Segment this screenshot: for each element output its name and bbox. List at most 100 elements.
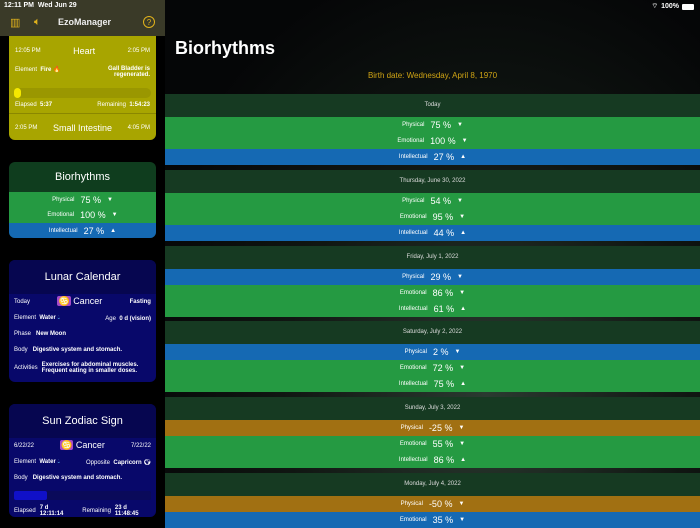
- sidebar-header: ▥ 🔈︎ EzoManager ?: [0, 0, 165, 36]
- trend-arrow-icon: ▲: [460, 457, 467, 464]
- zodiac-end: 7/22/22: [130, 442, 151, 449]
- sidebar-toggle-icon[interactable]: ▥: [10, 17, 21, 29]
- trend-arrow-icon: ▼: [458, 425, 465, 432]
- rhythm-value: 2 %: [432, 347, 449, 358]
- lunar-calendar-card[interactable]: Lunar Calendar Today ♋ Cancer Fasting Elem…: [9, 260, 156, 382]
- organ-start: 12:05 PM: [15, 48, 41, 54]
- rhythm-value: 61 %: [433, 303, 455, 314]
- rhythm-label: Physical: [402, 273, 425, 280]
- trend-arrow-icon: ▼: [111, 212, 118, 219]
- lunar-sign: Cancer: [73, 296, 103, 306]
- biorhythm-row-physical: Physical 2 % ▼: [165, 344, 700, 361]
- trend-arrow-icon: ▲: [460, 154, 467, 160]
- organ-note: Gall Bladder is regenerated.: [107, 66, 150, 78]
- day-block: Thursday, June 30, 2022 Physical 54 % ▼ Emot…: [165, 169, 700, 241]
- biorhythm-row-intellectual: Intellectual 86 % ▲: [165, 452, 700, 469]
- trend-arrow-icon: ▲: [460, 381, 467, 388]
- day-header: Monday, July 4, 2022: [165, 473, 700, 496]
- biorhythm-row-emotional: Emotional 100 % ▼: [9, 207, 156, 223]
- biorhythm-row-intellectual: Intellectual 44 % ▲: [165, 224, 700, 241]
- rhythm-label: Emotional: [399, 213, 427, 220]
- rhythm-label: Physical: [400, 501, 423, 507]
- element-label: Element: [14, 315, 37, 321]
- rhythm-label: Intellectual: [48, 227, 78, 234]
- biorhythms-card-title: Biorhythms: [54, 171, 111, 183]
- rhythm-label: Physical: [400, 425, 423, 432]
- rhythm-value: -50 %: [428, 499, 453, 509]
- trend-arrow-icon: ▲: [460, 305, 467, 312]
- day-block: Today Physical 75 % ▼ Emotional 100 % ▼ Intelle…: [165, 94, 700, 165]
- rhythm-value: 29 %: [430, 271, 451, 282]
- fasting-label: Fasting: [129, 298, 151, 305]
- day-block: Sunday, July 3, 2022 Physical -25 % ▼ Emotio…: [165, 397, 700, 469]
- trend-arrow-icon: ▼: [106, 196, 113, 203]
- sun-zodiac-card[interactable]: Sun Zodiac Sign 6/22/22 ♋ Cancer 7/22/22 E…: [9, 404, 156, 517]
- biorhythm-row-physical: Physical 54 % ▼: [165, 192, 700, 209]
- body-value: Digestive system and stomach.: [32, 347, 123, 353]
- rhythm-label: Physical: [404, 349, 427, 356]
- app-title: EzoManager: [58, 17, 112, 27]
- day-header: Saturday, July 2, 2022: [165, 321, 700, 345]
- rhythm-label: Physical: [402, 122, 425, 128]
- trend-arrow-icon: ▼: [456, 273, 463, 280]
- rhythm-label: Emotional: [399, 289, 427, 296]
- activities-value: Exercises for abdominal muscles. Frequen…: [41, 362, 139, 374]
- trend-arrow-icon: ▼: [459, 365, 466, 372]
- age-label: Age: [105, 315, 116, 322]
- sidebar: ▥ 🔈︎ EzoManager ? 12:05 PM Heart 2:05 PM E…: [0, 0, 165, 525]
- organ-name: Heart: [73, 46, 96, 56]
- activities-label: Activities: [14, 365, 38, 371]
- battery-icon: [682, 3, 694, 10]
- lunar-card-title: Lunar Calendar: [9, 260, 156, 294]
- trend-arrow-icon: ▼: [454, 349, 461, 356]
- element-value: Water: [39, 315, 56, 321]
- status-time: 12:11 PM Wed Jun 29: [4, 2, 77, 9]
- rhythm-value: -25 %: [428, 423, 453, 434]
- rhythm-value: 75 %: [433, 379, 455, 390]
- next-organ-end: 4:05 PM: [127, 125, 150, 131]
- globe-icon: 🌍︎: [143, 460, 151, 466]
- biorhythm-row-physical: Physical -25 % ▼: [165, 420, 700, 437]
- rhythm-label: Emotional: [399, 441, 427, 448]
- day-block: Friday, July 1, 2022 Physical 29 % ▼ Emotion…: [165, 245, 700, 317]
- help-icon[interactable]: ?: [143, 16, 155, 28]
- biorhythms-card[interactable]: Biorhythms Physical 75 % ▼ Emotional 100 % ▼ I…: [9, 162, 156, 238]
- battery-percent: 100%: [661, 3, 679, 10]
- rhythm-label: Intellectual: [398, 305, 428, 312]
- body-label: Body: [14, 475, 28, 481]
- wifi-icon: ⌔: [651, 3, 659, 10]
- opposite-label: Opposite: [86, 460, 111, 466]
- element-value: Water: [39, 459, 56, 465]
- organ-end: 2:05 PM: [127, 48, 150, 54]
- rhythm-value: 86 %: [433, 455, 455, 466]
- rhythm-label: Physical: [52, 196, 75, 203]
- rhythm-value: 100 %: [80, 210, 106, 221]
- biorhythm-row-intellectual: Intellectual 61 % ▲: [165, 300, 700, 317]
- remaining-value: 1:54:23: [129, 102, 150, 108]
- speaker-icon[interactable]: 🔈︎: [34, 16, 41, 28]
- trend-arrow-icon: ▲: [460, 229, 467, 236]
- cancer-icon: ♋: [60, 440, 74, 450]
- remaining-label: Remaining: [82, 508, 111, 514]
- biorhythm-row-emotional: Emotional 35 % ▼: [165, 512, 700, 528]
- water-drop-icon: 💧︎: [57, 315, 60, 321]
- biorhythm-row-emotional: Emotional 86 % ▼: [165, 284, 700, 301]
- rhythm-value: 55 %: [432, 439, 454, 450]
- fire-icon: 🔥: [53, 67, 61, 73]
- biorhythm-row-physical: Physical 75 % ▼: [9, 192, 156, 208]
- sun-card-title: Sun Zodiac Sign: [9, 404, 156, 438]
- rhythm-value: 35 %: [432, 515, 454, 525]
- remaining-label: Remaining: [97, 102, 126, 108]
- elapsed-value: 5:37: [40, 102, 53, 108]
- biorhythm-row-emotional: Emotional 100 % ▼: [165, 133, 700, 149]
- rhythm-value: 54 %: [430, 195, 451, 206]
- remaining-value: 23 d 11:48:45: [114, 505, 139, 517]
- organ-clock-card[interactable]: 12:05 PM Heart 2:05 PM Element Fire 🔥 Gall …: [9, 30, 156, 140]
- water-drop-icon: 💧︎: [57, 459, 60, 465]
- biorhythm-row-physical: Physical -50 % ▼: [165, 496, 700, 512]
- elapsed-value: 7 d 12:11:14: [39, 505, 64, 517]
- rhythm-value: 95 %: [432, 211, 454, 222]
- rhythm-label: Emotional: [399, 365, 427, 372]
- day-header: Thursday, June 30, 2022: [165, 169, 700, 193]
- day-header: Friday, July 1, 2022: [165, 245, 700, 269]
